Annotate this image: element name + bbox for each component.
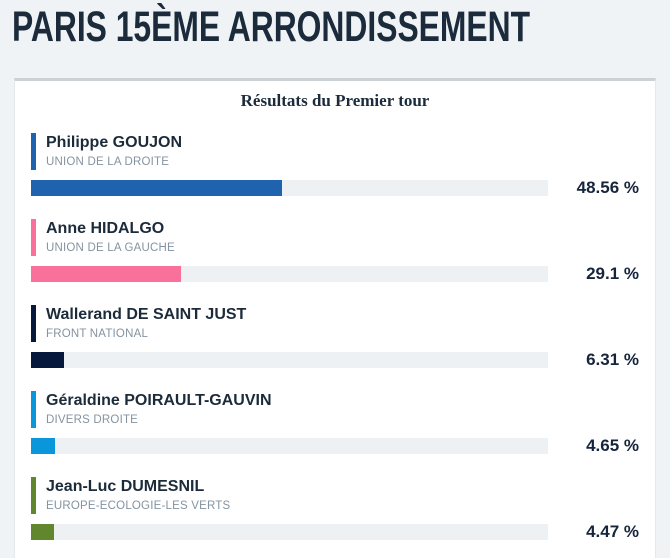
card-title: Résultats du Premier tour [240, 91, 430, 110]
results-card: Résultats du Premier tour Philippe GOUJO… [14, 78, 656, 558]
candidate-name: Géraldine POIRAULT-GAUVIN [46, 392, 272, 409]
candidate-percent: 29.1 % [586, 264, 639, 283]
bar-track [31, 438, 548, 454]
candidate-name: Philippe GOUJON [46, 134, 183, 151]
candidate-percent: 4.47 % [586, 522, 639, 541]
bar-line: 6.31 % [31, 350, 639, 370]
results-list: Philippe GOUJON UNION DE LA DROITE 48.56… [31, 133, 639, 542]
candidate-percent: 4.65 % [586, 436, 639, 455]
row-header: Wallerand DE SAINT JUST FRONT NATIONAL [31, 305, 639, 342]
candidate-party: UNION DE LA DROITE [46, 156, 170, 168]
page-title: PARIS 15ÈME ARRONDISSEMENT [12, 3, 531, 51]
candidate-row: Wallerand DE SAINT JUST FRONT NATIONAL 6… [31, 305, 639, 370]
candidate-party: FRONT NATIONAL [46, 328, 149, 340]
candidate-percent: 48.56 % [576, 178, 639, 197]
candidate-percent: 6.31 % [586, 350, 639, 369]
bar-track [31, 180, 548, 196]
bar-line: 48.56 % [31, 178, 639, 198]
bar-fill [31, 438, 56, 454]
bar-line: 29.1 % [31, 264, 639, 284]
bar-fill [31, 266, 182, 282]
candidate-row: Philippe GOUJON UNION DE LA DROITE 48.56… [31, 133, 639, 198]
candidate-name: Jean-Luc DUMESNIL [46, 478, 205, 495]
bar-fill [31, 352, 64, 368]
candidate-name: Wallerand DE SAINT JUST [46, 306, 247, 323]
row-header: Anne HIDALGO UNION DE LA GAUCHE [31, 219, 639, 256]
bar-fill [31, 180, 283, 196]
bar-line: 4.65 % [31, 436, 639, 456]
row-header: Géraldine POIRAULT-GAUVIN DIVERS DROITE [31, 391, 639, 428]
bar-line: 4.47 % [31, 522, 639, 542]
bar-track [31, 266, 548, 282]
candidate-party: UNION DE LA GAUCHE [46, 242, 175, 254]
row-header: Jean-Luc DUMESNIL EUROPE-ECOLOGIE-LES VE… [31, 477, 639, 514]
candidate-row: Jean-Luc DUMESNIL EUROPE-ECOLOGIE-LES VE… [31, 477, 639, 542]
bar-fill [31, 524, 55, 540]
candidate-name: Anne HIDALGO [46, 220, 165, 237]
row-header: Philippe GOUJON UNION DE LA DROITE [31, 133, 639, 170]
candidate-row: Géraldine POIRAULT-GAUVIN DIVERS DROITE … [31, 391, 639, 456]
candidate-party: DIVERS DROITE [46, 414, 139, 426]
bar-track [31, 352, 548, 368]
candidate-row: Anne HIDALGO UNION DE LA GAUCHE 29.1 % [31, 219, 639, 284]
candidate-party: EUROPE-ECOLOGIE-LES VERTS [46, 500, 231, 512]
bar-track [31, 524, 548, 540]
